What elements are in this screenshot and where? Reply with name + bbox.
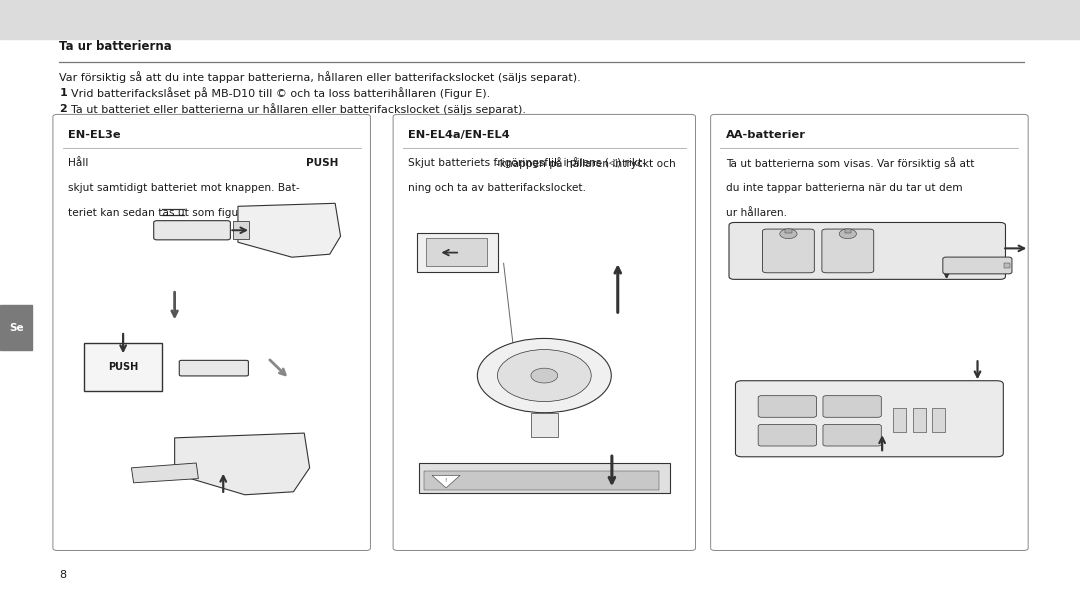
FancyBboxPatch shape xyxy=(393,114,696,550)
Bar xyxy=(1004,263,1010,268)
Circle shape xyxy=(498,350,591,401)
Text: PUSH: PUSH xyxy=(306,158,338,168)
Text: AA-batterier: AA-batterier xyxy=(726,130,806,140)
Bar xyxy=(893,409,906,432)
Text: Vrid batterifackslåset på MB-D10 till © och ta loss batterihållaren (Figur E).: Vrid batterifackslåset på MB-D10 till © … xyxy=(71,87,490,99)
FancyBboxPatch shape xyxy=(758,396,816,418)
Bar xyxy=(84,343,162,391)
Text: !: ! xyxy=(444,478,446,483)
FancyBboxPatch shape xyxy=(943,257,1012,274)
Text: PUSH: PUSH xyxy=(108,362,138,372)
Text: EN-EL3e: EN-EL3e xyxy=(68,130,121,140)
FancyBboxPatch shape xyxy=(53,114,370,550)
FancyBboxPatch shape xyxy=(735,381,1003,457)
Bar xyxy=(913,409,926,432)
Bar xyxy=(426,238,487,266)
Text: EN-EL4a/EN-EL4: EN-EL4a/EN-EL4 xyxy=(408,130,510,140)
FancyBboxPatch shape xyxy=(153,220,230,240)
Text: Ta ur batterierna: Ta ur batterierna xyxy=(59,40,172,53)
Text: Ta ut batterierna som visas. Var försiktig så att: Ta ut batterierna som visas. Var försikt… xyxy=(726,158,974,170)
Text: -knappen på hållaren intryckt och: -knappen på hållaren intryckt och xyxy=(497,158,676,170)
Bar xyxy=(232,221,248,239)
Bar xyxy=(845,229,851,232)
FancyBboxPatch shape xyxy=(762,229,814,273)
Bar xyxy=(530,413,557,437)
Text: ur hållaren.: ur hållaren. xyxy=(726,208,786,218)
FancyBboxPatch shape xyxy=(823,425,881,446)
Polygon shape xyxy=(419,464,670,494)
Bar xyxy=(785,229,792,232)
Polygon shape xyxy=(132,463,199,483)
Text: Håll: Håll xyxy=(68,158,92,168)
Text: Se: Se xyxy=(9,323,24,333)
FancyBboxPatch shape xyxy=(758,425,816,446)
Text: Ta ut batteriet eller batterierna ur hållaren eller batterifackslocket (säljs se: Ta ut batteriet eller batterierna ur hål… xyxy=(71,103,526,115)
Polygon shape xyxy=(175,433,310,495)
Text: skjut samtidigt batteriet mot knappen. Bat-: skjut samtidigt batteriet mot knappen. B… xyxy=(68,183,299,193)
Text: du inte tappar batterierna när du tar ut dem: du inte tappar batterierna när du tar ut… xyxy=(726,183,962,193)
FancyBboxPatch shape xyxy=(823,396,881,418)
Circle shape xyxy=(839,229,856,238)
FancyBboxPatch shape xyxy=(711,114,1028,550)
Circle shape xyxy=(780,229,797,238)
Polygon shape xyxy=(432,476,460,488)
Text: Skjut batteriets frigöringsflik i pilens (◁) rikt-: Skjut batteriets frigöringsflik i pilens… xyxy=(408,158,646,168)
Polygon shape xyxy=(238,203,340,257)
Bar xyxy=(0,0,1080,39)
FancyBboxPatch shape xyxy=(822,229,874,273)
Bar xyxy=(0,305,32,350)
Text: 2: 2 xyxy=(59,104,67,114)
Bar xyxy=(417,233,498,272)
Circle shape xyxy=(477,338,611,413)
Text: ning och ta av batterifackslocket.: ning och ta av batterifackslocket. xyxy=(408,183,586,193)
FancyBboxPatch shape xyxy=(179,361,248,376)
Text: Var försiktig så att du inte tappar batterierna, hållaren eller batterifackslock: Var försiktig så att du inte tappar batt… xyxy=(59,71,581,83)
Text: 1: 1 xyxy=(59,88,67,98)
Text: teriet kan sedan tas ut som figuren visar.: teriet kan sedan tas ut som figuren visa… xyxy=(68,208,287,218)
FancyBboxPatch shape xyxy=(729,222,1005,279)
Text: 8: 8 xyxy=(59,570,67,580)
Bar xyxy=(932,409,945,432)
Bar xyxy=(424,471,659,491)
Circle shape xyxy=(531,368,557,383)
